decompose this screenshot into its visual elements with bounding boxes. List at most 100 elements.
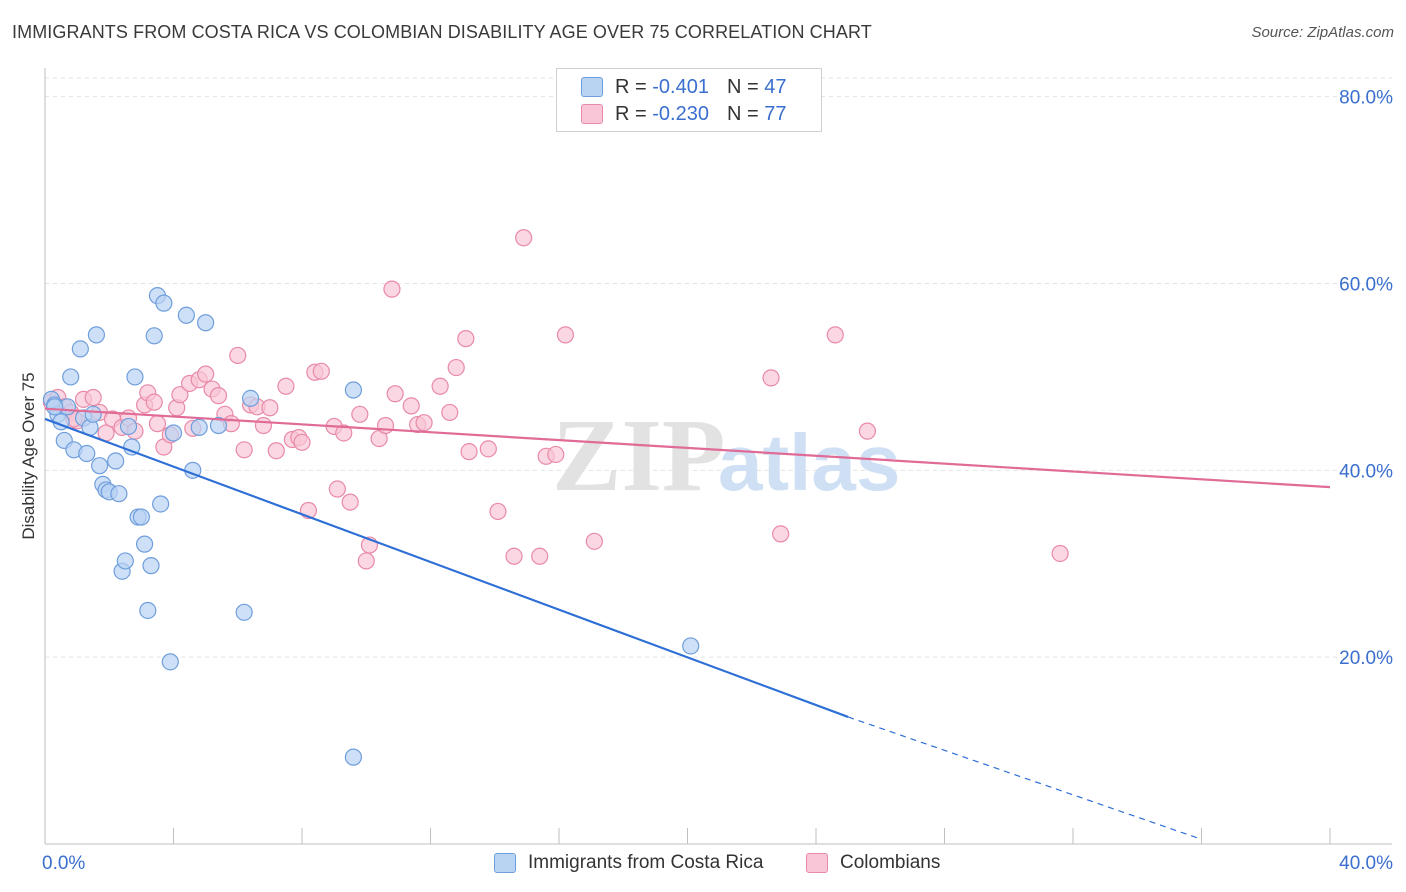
data-point <box>531 547 549 565</box>
data-point <box>242 389 260 408</box>
data-point <box>71 340 89 358</box>
data-point <box>328 480 346 498</box>
data-point <box>351 405 369 423</box>
data-point <box>152 495 170 513</box>
data-point <box>682 637 700 655</box>
watermark-zip: ZIP <box>552 398 725 513</box>
trend-lines <box>44 407 1331 840</box>
legend-swatch-pink <box>806 853 828 873</box>
data-point <box>107 452 125 470</box>
data-point <box>489 502 507 521</box>
legend-n-value: 47 <box>764 75 787 98</box>
data-point <box>556 326 575 344</box>
data-point <box>402 397 420 415</box>
data-point <box>762 369 780 387</box>
legend-label: Colombians <box>840 852 941 873</box>
data-point <box>386 385 404 403</box>
data-point <box>229 346 247 365</box>
legend-row-colombians: R = -0.230 N = 77 <box>581 102 786 126</box>
data-point <box>190 418 208 436</box>
data-point <box>126 368 144 386</box>
data-point <box>139 601 157 620</box>
legend-r-value: -0.401 <box>652 75 709 98</box>
data-point <box>148 415 167 433</box>
legend-r-label: R = <box>615 102 653 125</box>
legend-n-label: N = <box>726 75 765 98</box>
data-point <box>155 294 173 312</box>
data-point <box>826 326 844 344</box>
y-tick-label: 20.0% <box>1339 648 1393 669</box>
data-point <box>431 377 449 395</box>
legend-row-costa-rica: R = -0.401 N = 47 <box>581 75 786 99</box>
tick-labels: 20.0% 40.0% 60.0% 80.0% 0.0% 40.0% <box>42 88 1393 874</box>
data-point <box>235 603 253 621</box>
legend-item-colombians[interactable]: Colombians <box>806 852 940 874</box>
data-point <box>460 443 478 461</box>
data-point <box>110 485 128 503</box>
source-credit: Source: ZipAtlas.com <box>1251 24 1394 41</box>
data-point <box>441 403 459 422</box>
data-point <box>119 417 138 436</box>
data-point <box>132 508 150 526</box>
data-point <box>177 306 195 324</box>
legend-swatch-blue <box>581 77 603 97</box>
series-legend: Immigrants from Costa Rica Colombians <box>0 852 1406 876</box>
data-point <box>209 387 228 405</box>
legend-swatch-pink <box>581 104 603 124</box>
y-tick-label: 60.0% <box>1339 275 1393 296</box>
data-point <box>135 535 154 553</box>
legend-r-value: -0.230 <box>652 102 709 125</box>
data-point <box>376 416 395 435</box>
data-point <box>344 381 362 399</box>
chart-title: IMMIGRANTS FROM COSTA RICA VS COLOMBIAN … <box>12 22 872 42</box>
data-point <box>1051 544 1069 563</box>
data-point <box>62 368 80 386</box>
data-point <box>123 438 141 456</box>
data-point <box>78 444 96 463</box>
data-point <box>858 422 877 440</box>
data-point <box>254 416 273 435</box>
data-point <box>515 229 533 247</box>
y-tick-label: 40.0% <box>1339 461 1393 482</box>
data-point <box>505 547 523 565</box>
data-point <box>235 441 253 459</box>
data-point <box>145 393 163 411</box>
legend-item-costa-rica[interactable]: Immigrants from Costa Rica <box>494 852 763 874</box>
y-tick-label: 80.0% <box>1339 88 1393 109</box>
data-point <box>197 314 215 332</box>
legend-n-value: 77 <box>764 102 787 125</box>
y-axis-label: Disability Age Over 75 <box>19 372 38 539</box>
data-point <box>383 280 401 298</box>
data-point <box>261 399 279 417</box>
legend-label: Immigrants from Costa Rica <box>528 852 764 873</box>
data-point <box>585 532 603 550</box>
gridlines <box>45 77 1392 658</box>
data-point <box>344 748 362 766</box>
data-point <box>547 445 565 464</box>
data-point <box>145 327 163 345</box>
trend-line-costa-rica <box>44 417 849 718</box>
data-point <box>357 552 375 570</box>
data-point <box>84 405 102 423</box>
data-point <box>171 386 189 404</box>
data-point <box>161 653 179 671</box>
costa-rica-points <box>42 287 700 766</box>
data-point <box>209 416 228 435</box>
trend-line-costa-rica-extension <box>847 716 1202 840</box>
legend-n-label: N = <box>726 102 765 125</box>
data-point <box>447 358 465 377</box>
data-point <box>84 388 102 407</box>
data-point <box>164 424 183 442</box>
trend-line-colombians <box>44 407 1331 489</box>
watermark: ZIP atlas <box>552 398 900 513</box>
axes <box>44 68 1392 845</box>
legend-r-label: R = <box>615 75 653 98</box>
data-point <box>87 326 106 344</box>
data-point <box>772 525 790 543</box>
x-tick-label: 0.0% <box>42 853 85 874</box>
data-point <box>457 330 475 348</box>
data-point <box>116 552 134 570</box>
data-point <box>277 377 295 395</box>
data-point <box>197 365 215 383</box>
